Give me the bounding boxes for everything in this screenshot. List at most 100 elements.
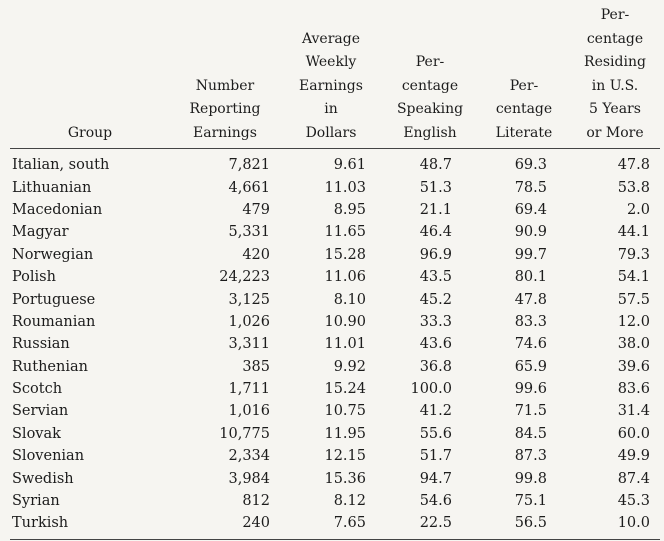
cell-group: Magyar <box>12 224 69 241</box>
table-row: Lithuanian 4,661 11.03 51.3 78.5 53.8 <box>10 176 660 198</box>
cell-number-reporting: 420 <box>242 246 270 263</box>
table-row: Syrian 812 8.12 54.6 75.1 45.3 <box>10 490 660 512</box>
cell-residing-5-years: 47.8 <box>617 157 650 174</box>
cell-number-reporting: 240 <box>242 515 270 532</box>
cell-residing-5-years: 38.0 <box>617 336 650 353</box>
cell-literate: 47.8 <box>514 291 547 308</box>
table-row: Polish 24,223 11.06 43.5 80.1 54.1 <box>10 266 660 288</box>
cell-weekly-earnings: 11.06 <box>324 269 366 286</box>
cell-speaking-english: 36.8 <box>419 358 452 375</box>
header-row: Group Number Reporting Earnings Average … <box>10 4 660 149</box>
cell-group: Slovak <box>12 425 61 442</box>
cell-residing-5-years: 45.3 <box>617 493 650 510</box>
cell-weekly-earnings: 10.75 <box>324 403 366 420</box>
cell-speaking-english: 51.3 <box>419 179 452 196</box>
cell-weekly-earnings: 8.95 <box>333 201 366 218</box>
cell-speaking-english: 45.2 <box>419 291 452 308</box>
cell-literate: 80.1 <box>514 269 547 286</box>
cell-residing-5-years: 49.9 <box>617 448 650 465</box>
cell-literate: 99.8 <box>514 470 547 487</box>
cell-speaking-english: 41.2 <box>419 403 452 420</box>
cell-weekly-earnings: 8.10 <box>333 291 366 308</box>
cell-literate: 87.3 <box>514 448 547 465</box>
cell-number-reporting: 2,334 <box>228 448 270 465</box>
table-row: Turkish 240 7.65 22.5 56.5 10.0 <box>10 512 660 539</box>
cell-residing-5-years: 54.1 <box>617 269 650 286</box>
cell-speaking-english: 43.5 <box>419 269 452 286</box>
cell-group: Scotch <box>12 381 63 398</box>
table-row: Magyar 5,331 11.65 46.4 90.9 44.1 <box>10 221 660 243</box>
cell-number-reporting: 24,223 <box>219 269 270 286</box>
cell-speaking-english: 94.7 <box>419 470 452 487</box>
cell-speaking-english: 51.7 <box>419 448 452 465</box>
cell-weekly-earnings: 10.90 <box>324 313 366 330</box>
cell-literate: 69.4 <box>514 201 547 218</box>
cell-number-reporting: 385 <box>242 358 270 375</box>
cell-literate: 65.9 <box>514 358 547 375</box>
cell-group: Macedonian <box>12 201 103 218</box>
table-row: Servian 1,016 10.75 41.2 71.5 31.4 <box>10 400 660 422</box>
table-row: Scotch 1,711 15.24 100.0 99.6 83.6 <box>10 378 660 400</box>
cell-weekly-earnings: 11.01 <box>324 336 366 353</box>
cell-weekly-earnings: 15.36 <box>324 470 366 487</box>
cell-number-reporting: 1,711 <box>228 381 270 398</box>
cell-residing-5-years: 53.8 <box>617 179 650 196</box>
cell-weekly-earnings: 15.28 <box>324 246 366 263</box>
cell-weekly-earnings: 12.15 <box>324 448 366 465</box>
cell-number-reporting: 7,821 <box>228 157 270 174</box>
cell-literate: 84.5 <box>514 425 547 442</box>
cell-group: Polish <box>12 269 56 286</box>
cell-group: Norwegian <box>12 246 94 263</box>
cell-residing-5-years: 57.5 <box>617 291 650 308</box>
header-number-reporting: Number Reporting Earnings <box>170 4 280 149</box>
header-group: Group <box>10 4 170 149</box>
cell-weekly-earnings: 11.03 <box>324 179 366 196</box>
cell-group: Slovenian <box>12 448 85 465</box>
cell-group: Swedish <box>12 470 74 487</box>
cell-number-reporting: 3,984 <box>228 470 270 487</box>
cell-number-reporting: 5,331 <box>228 224 270 241</box>
cell-weekly-earnings: 8.12 <box>333 493 366 510</box>
cell-literate: 71.5 <box>514 403 547 420</box>
cell-group: Turkish <box>12 515 69 532</box>
cell-group: Portuguese <box>12 291 96 308</box>
cell-weekly-earnings: 9.61 <box>333 157 366 174</box>
cell-group: Syrian <box>12 493 60 510</box>
cell-residing-5-years: 44.1 <box>617 224 650 241</box>
table-row: Italian, south 7,821 9.61 48.7 69.3 47.8 <box>10 149 660 177</box>
earnings-table: Group Number Reporting Earnings Average … <box>10 4 660 541</box>
table-row: Slovenian 2,334 12.15 51.7 87.3 49.9 <box>10 445 660 467</box>
cell-number-reporting: 3,125 <box>228 291 270 308</box>
cell-number-reporting: 4,661 <box>228 179 270 196</box>
table-row: Slovak 10,775 11.95 55.6 84.5 60.0 <box>10 423 660 445</box>
cell-literate: 56.5 <box>514 515 547 532</box>
header-weekly-earnings: Average Weekly Earnings in Dollars <box>280 4 382 149</box>
cell-residing-5-years: 10.0 <box>617 515 650 532</box>
cell-residing-5-years: 12.0 <box>617 313 650 330</box>
table-row: Ruthenian 385 9.92 36.8 65.9 39.6 <box>10 356 660 378</box>
cell-residing-5-years: 2.0 <box>626 201 650 218</box>
cell-speaking-english: 55.6 <box>419 425 452 442</box>
header-residing-5-years: Per- centage Residing in U.S. 5 Years or… <box>570 4 660 149</box>
cell-residing-5-years: 31.4 <box>617 403 650 420</box>
cell-literate: 74.6 <box>514 336 547 353</box>
cell-speaking-english: 22.5 <box>419 515 452 532</box>
cell-number-reporting: 10,775 <box>219 425 270 442</box>
cell-speaking-english: 46.4 <box>419 224 452 241</box>
cell-residing-5-years: 79.3 <box>617 246 650 263</box>
cell-residing-5-years: 87.4 <box>617 470 650 487</box>
cell-group: Servian <box>12 403 69 420</box>
cell-literate: 90.9 <box>514 224 547 241</box>
cell-group: Ruthenian <box>12 358 88 375</box>
cell-weekly-earnings: 11.95 <box>324 425 366 442</box>
cell-weekly-earnings: 9.92 <box>333 358 366 375</box>
table-row: Norwegian 420 15.28 96.9 99.7 79.3 <box>10 244 660 266</box>
table-row: Russian 3,311 11.01 43.6 74.6 38.0 <box>10 333 660 355</box>
cell-weekly-earnings: 11.65 <box>324 224 366 241</box>
table-row: Macedonian 479 8.95 21.1 69.4 2.0 <box>10 199 660 221</box>
cell-group: Lithuanian <box>12 179 92 196</box>
cell-literate: 78.5 <box>514 179 547 196</box>
cell-residing-5-years: 60.0 <box>617 425 650 442</box>
header-speaking-english: Per- centage Speaking English <box>382 4 478 149</box>
